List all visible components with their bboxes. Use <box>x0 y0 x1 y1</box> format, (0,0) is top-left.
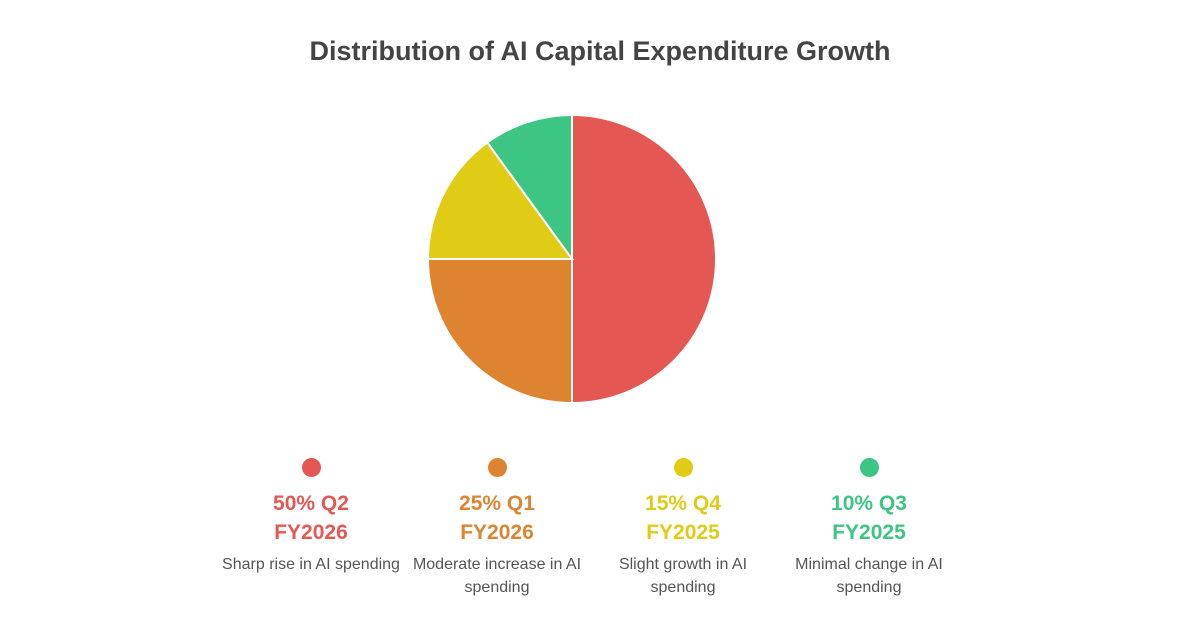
pie-chart <box>426 113 717 405</box>
legend-value: 50% Q2 <box>273 492 349 515</box>
legend-item-q2-fy2026: 50% Q2 FY2026 Sharp rise in AI spending <box>218 458 404 576</box>
legend-period: FY2025 <box>832 521 906 544</box>
legend-description: Slight growth in AI spending <box>618 556 748 596</box>
legend-dot <box>487 458 507 477</box>
chart-title: Distribution of AI Capital Expenditure G… <box>309 36 891 66</box>
legend-item-q4-fy2025: 15% Q4 FY2025 Slight growth in AI spendi… <box>590 458 776 599</box>
legend-item-q1-fy2026: 25% Q1 FY2026 Moderate increase in AI sp… <box>404 458 590 599</box>
legend-value: 15% Q4 <box>645 492 721 515</box>
legend-period: FY2025 <box>646 521 720 544</box>
legend-value: 25% Q1 <box>459 492 535 515</box>
pie-slice-25-q1fy2026 <box>426 258 573 405</box>
legend-dot <box>673 458 693 477</box>
legend-description: Minimal change in AI spending <box>795 556 943 596</box>
legend-dot <box>859 458 879 477</box>
legend-value: 10% Q3 <box>831 492 907 515</box>
pie-slice-15-q4fy2025 <box>426 141 574 260</box>
pie-slice-10-q3fy2025 <box>485 113 573 263</box>
legend-description: Moderate increase in AI spending <box>412 556 582 596</box>
legend-period: FY2026 <box>274 521 348 544</box>
legend-period: FY2026 <box>460 521 534 544</box>
legend-dot <box>301 458 321 477</box>
legend-description: Sharp rise in AI spending <box>222 556 400 573</box>
pie-slice-50-q2fy2026 <box>571 113 717 405</box>
legend-item-q3-fy2025: 10% Q3 FY2025 Minimal change in AI spend… <box>776 458 962 599</box>
